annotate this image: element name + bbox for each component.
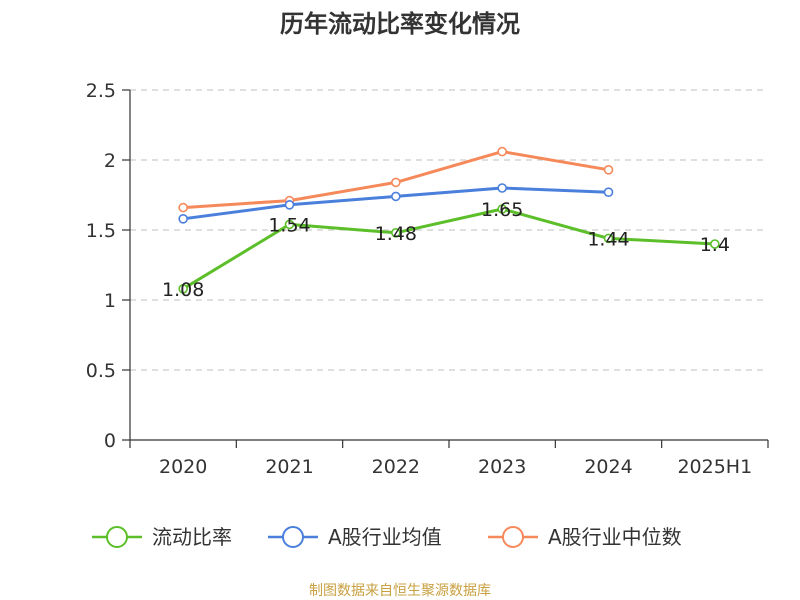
x-tick-label: 2024 [584, 456, 632, 478]
y-tick-label: 1 [104, 290, 116, 312]
x-tick-label: 2021 [265, 456, 313, 478]
legend-item-1[interactable]: A股行业均值 [268, 525, 442, 549]
data-point [391, 191, 401, 202]
legend-item-2[interactable]: A股行业中位数 [488, 525, 682, 549]
x-tick-label: 2020 [159, 456, 207, 478]
legend-label: A股行业均值 [328, 525, 442, 549]
data-point [603, 233, 614, 244]
data-label: 1.4 [700, 234, 730, 256]
y-tick-label: 0.5 [86, 360, 116, 382]
data-point [284, 219, 295, 230]
y-tick-label: 1.5 [86, 220, 116, 242]
data-point [603, 165, 614, 175]
x-tick-label: 2025H1 [677, 456, 752, 478]
x-axis: 2020 2021 2022 2023 2024 2025H1 [129, 439, 769, 478]
data-point [497, 204, 507, 214]
legend-item-0[interactable]: 流动比率 [92, 525, 232, 549]
data-label: 1.54 [268, 214, 310, 236]
data-label: 1.48 [375, 223, 417, 245]
data-label: 1.65 [481, 199, 523, 221]
legend-marker-icon [502, 526, 524, 548]
data-point [497, 146, 507, 157]
x-tick-label: 2023 [478, 456, 526, 478]
data-point [391, 177, 401, 188]
legend-label: 流动比率 [152, 525, 232, 549]
x-tick-label: 2022 [372, 456, 420, 478]
y-tick-label: 2.5 [86, 80, 116, 102]
y-tick-label: 2 [104, 150, 116, 172]
data-point [178, 214, 188, 224]
data-point [391, 228, 401, 238]
series-line-0 [182, 207, 715, 291]
source-note: 制图数据来自恒生聚源数据库 [309, 583, 491, 599]
legend-marker-icon [282, 526, 304, 548]
data-point [178, 283, 188, 294]
data-label: 1.08 [162, 279, 204, 301]
y-axis: 0 0.5 1 1.5 2 2.5 [86, 80, 131, 452]
legend[interactable]: 流动比率 A股行业均值 A股行业中位数 [92, 525, 682, 549]
grid-lines [130, 89, 768, 371]
data-point [603, 187, 614, 197]
data-point [497, 183, 507, 193]
legend-label: A股行业中位数 [548, 525, 682, 549]
legend-marker-icon [106, 526, 128, 548]
chart-title: 历年流动比率变化情况 [280, 10, 520, 38]
data-label: 1.44 [587, 228, 629, 250]
data-point [710, 239, 720, 249]
y-tick-label: 0 [104, 430, 116, 452]
series-group [178, 146, 720, 294]
data-point [178, 202, 188, 213]
data-labels: 1.08 1.54 1.48 1.65 1.44 1.4 [162, 199, 730, 301]
data-point [284, 200, 295, 210]
